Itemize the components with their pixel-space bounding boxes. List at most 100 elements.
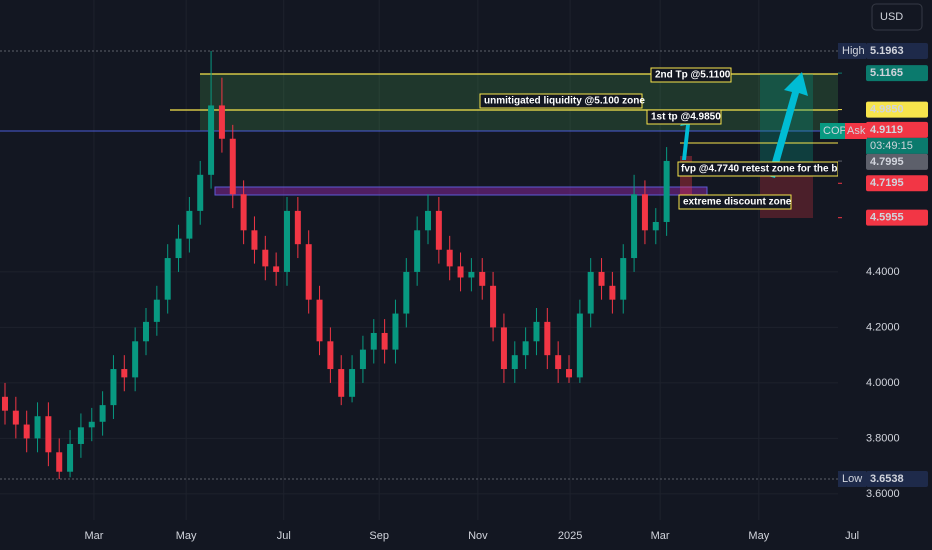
countdown: 03:49:15 (870, 140, 913, 152)
candle-body (576, 313, 583, 378)
candle-body (349, 369, 356, 397)
candle-body (544, 321, 551, 356)
price-box (866, 101, 928, 118)
x-tick-label: Nov (468, 530, 488, 542)
candle-body (370, 332, 377, 350)
y-tick-label: 4.0000 (866, 377, 900, 389)
price-text: 5.1963 (870, 45, 904, 57)
x-tick-label: May (176, 530, 197, 542)
candle-body (175, 238, 182, 259)
price-text: 4.7195 (870, 177, 904, 189)
x-tick-label: Sep (369, 530, 389, 542)
grid (0, 0, 853, 520)
x-tick-label: Mar (84, 530, 103, 542)
annotation-text: 1st tp @4.9850 (651, 112, 721, 123)
candle-body (67, 443, 74, 472)
candle-body (468, 271, 475, 278)
candle-body (533, 321, 540, 342)
annotation-text: 2nd Tp @5.1100 (655, 70, 731, 81)
candle-body (56, 452, 63, 472)
x-tick-label: May (748, 530, 769, 542)
candle-body (251, 230, 258, 250)
candle-body (273, 266, 280, 272)
price-text: 4.9850 (870, 104, 904, 116)
candle-body (1, 396, 8, 411)
candle-body (88, 421, 95, 428)
price-box (866, 42, 928, 59)
x-tick-label: Jul (277, 530, 291, 542)
price-name: High (842, 45, 865, 57)
candle-body (316, 299, 323, 342)
annotation-text: unmitigated liquidity @5.100 zone (484, 96, 645, 107)
annotation-text: extreme discount zone (683, 197, 792, 208)
price-name-box (838, 470, 866, 487)
candle-body (99, 405, 106, 422)
price-axis (838, 0, 932, 550)
candle-body (631, 194, 638, 259)
price-box (866, 65, 928, 82)
candle-body (12, 410, 19, 425)
candle-body (566, 369, 573, 378)
candle-body (359, 349, 366, 370)
ask: Ask (847, 125, 866, 137)
annotation-text: fvp @4.7740 retest zone for the bulls to… (681, 164, 876, 175)
candle-body (511, 355, 518, 370)
candles (1, 50, 670, 479)
candle-body (392, 313, 399, 350)
price-text: 3.6538 (870, 473, 904, 485)
price-text: 4.5955 (870, 212, 904, 224)
candle-body (229, 138, 236, 195)
candle-body (555, 355, 562, 370)
symbol-badge (820, 123, 846, 139)
price-label: High 5.1963 (838, 42, 928, 59)
arrow-large (768, 72, 808, 178)
long-stop (760, 170, 813, 218)
annotation: unmitigated liquidity @5.100 zone (479, 93, 645, 109)
x-tick-label: Mar (651, 530, 670, 542)
candle-body (153, 299, 160, 322)
y-tick-label: 3.8000 (866, 432, 900, 444)
candle-body (34, 416, 41, 439)
annotation: 2nd Tp @5.1100 (650, 67, 732, 83)
candle-body (663, 160, 670, 222)
countdown-box (866, 137, 928, 154)
price-box (866, 175, 928, 192)
candle-body (23, 424, 30, 439)
candle-body (77, 427, 84, 444)
candle-body (240, 194, 247, 231)
price-label: 4.9119 03:49:15 (838, 121, 928, 154)
price-name: Low (842, 473, 862, 485)
price-label: 5.1165 (838, 65, 928, 82)
candle-body (164, 258, 171, 300)
price-box (866, 209, 928, 226)
candle-body (121, 369, 128, 378)
candle-body (338, 369, 345, 397)
currency[interactable]: USD (880, 11, 903, 23)
price-box (866, 121, 928, 138)
price-label: Low 3.6538 (838, 470, 928, 487)
candle-body (435, 210, 442, 250)
candle-body (479, 271, 486, 286)
candle-body (283, 210, 290, 272)
candle-body (620, 258, 627, 300)
discount-zone (214, 186, 708, 196)
time-axis (0, 520, 838, 550)
candle-body (500, 327, 507, 370)
symbol: COP (823, 125, 847, 137)
candle-body (652, 221, 659, 231)
candle-body (609, 285, 616, 300)
currency-button[interactable]: USD (871, 3, 923, 31)
price-text: 5.1165 (870, 67, 903, 79)
annotation: extreme discount zone (678, 194, 792, 210)
candle-body (425, 210, 432, 231)
candle-body (197, 174, 204, 211)
candle-body (587, 271, 594, 314)
price-label: 4.7995 (838, 153, 928, 170)
candle-body (186, 210, 193, 239)
x-tick-label: Jul (845, 530, 859, 542)
candle-body (381, 332, 388, 350)
y-tick-label: 4.2000 (866, 321, 900, 333)
ask-badge (845, 123, 867, 139)
